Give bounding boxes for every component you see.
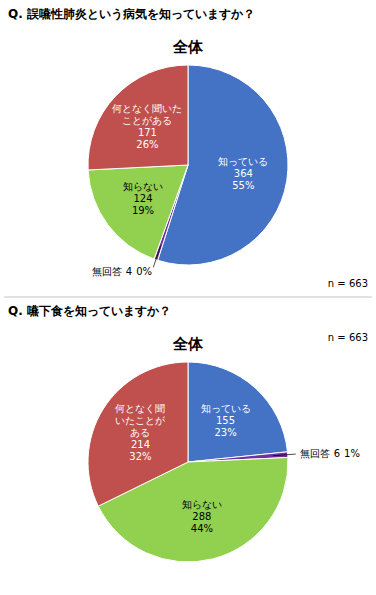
slice-value: 155	[216, 415, 235, 426]
slice-value: 4	[126, 266, 132, 277]
slice-value: 171	[138, 127, 157, 138]
divider	[4, 297, 372, 298]
pie	[88, 362, 288, 562]
slice-label-line: 知らない	[123, 181, 163, 192]
chart-canvas: Q. 誤嚥性肺炎という病気を知っていますか？全体n = 663知っている3645…	[0, 0, 376, 595]
slice-percent: 44%	[191, 523, 213, 534]
center-label: 全体	[172, 335, 204, 353]
slice-value: 214	[131, 439, 150, 450]
slice-label: 知っている	[201, 403, 251, 414]
pie-slice	[88, 165, 188, 259]
slice-percent: 1%	[344, 448, 360, 459]
slice-value: 6	[334, 448, 340, 459]
slice-label-line: 知っている	[218, 156, 268, 167]
chart-title: Q. 誤嚥性肺炎という病気を知っていますか？	[8, 7, 255, 21]
pie-slice	[88, 65, 188, 170]
slice-label: 無回答	[92, 266, 122, 277]
slice-value: 124	[133, 193, 152, 204]
slice-label: 何となく聞いたことがある	[115, 403, 166, 438]
slice-label-line: 知らない	[182, 499, 222, 510]
center-label: 全体	[172, 38, 204, 56]
slice-label: 知っている	[218, 156, 268, 167]
slice-percent: 32%	[129, 451, 151, 462]
pie-slice	[188, 362, 287, 462]
data-labels: 知っている15523% 無回答 6 1% 知らない28844% 何となく聞いたことがある2…	[115, 403, 359, 534]
slice-percent: 19%	[132, 205, 154, 216]
slice-label-line: 何となく聞	[115, 403, 165, 414]
slice-label-line: 何となく聞いた	[112, 103, 182, 114]
slice-percent: 23%	[214, 427, 236, 438]
pie-panel: Q. 誤嚥性肺炎という病気を知っていますか？ 全体 n = 663 知っている3645…	[8, 7, 368, 289]
slice-label: 無回答	[300, 448, 330, 459]
slice-label-line: ことがある	[122, 115, 172, 126]
leader-line	[153, 245, 160, 267]
slice-label: 知らない	[182, 499, 222, 510]
slice-label: 何となく聞いたことがある	[112, 103, 182, 126]
pie	[88, 65, 288, 265]
pie-slice	[88, 362, 188, 506]
annotation: n = 663	[328, 278, 368, 289]
leader-line	[273, 454, 296, 456]
slice-label-line: ある	[130, 427, 150, 438]
annotation: n = 663	[328, 332, 368, 343]
pie-panel: Q. 嚥下食を知っていますか？ 全体 n = 663 知っている15523% 無回答 61…	[4, 297, 372, 562]
chart-title: Q. 嚥下食を知っていますか？	[8, 304, 171, 318]
slice-percent: 0%	[136, 266, 152, 277]
slice-percent: 55%	[232, 180, 254, 191]
slice-value: 288	[192, 511, 211, 522]
slice-label-line: 知っている	[201, 403, 251, 414]
slice-value: 364	[234, 168, 253, 179]
data-labels: 知っている36455% 無回答 4 0% 知らない12419% 何となく聞いたことがある1…	[92, 103, 269, 277]
slice-label: 知らない	[123, 181, 163, 192]
slice-label-line: いたことが	[115, 415, 166, 426]
slice-percent: 26%	[136, 139, 158, 150]
